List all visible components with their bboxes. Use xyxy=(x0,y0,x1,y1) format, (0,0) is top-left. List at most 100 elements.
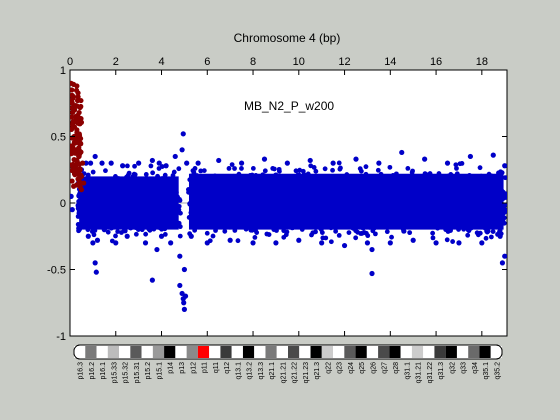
data-point xyxy=(179,290,185,297)
highlight-point xyxy=(78,97,84,104)
data-point xyxy=(261,156,268,162)
highlight-point xyxy=(70,143,75,149)
data-point xyxy=(307,157,313,164)
highlight-point xyxy=(76,161,83,167)
data-point xyxy=(433,240,439,246)
data-point xyxy=(92,153,98,160)
ideogram-band xyxy=(411,346,424,358)
highlight-point xyxy=(76,131,82,137)
x-tick-label: 14 xyxy=(384,56,396,68)
highlight-point xyxy=(70,178,75,184)
ideogram-band xyxy=(366,346,379,358)
ideogram-band-label: q12 xyxy=(224,362,231,374)
x-tick-label: 2 xyxy=(113,56,119,68)
data-point xyxy=(284,160,290,166)
data-point xyxy=(158,233,165,239)
ideogram-band xyxy=(321,346,334,358)
highlight-point xyxy=(70,106,76,112)
data-point xyxy=(70,207,75,213)
ideogram-band-label: p16.1 xyxy=(100,362,107,380)
ideogram-band-label: p11 xyxy=(202,362,209,373)
data-point xyxy=(181,266,187,273)
ideogram-band xyxy=(378,346,390,358)
x-tick-label: 6 xyxy=(204,56,210,68)
data-point xyxy=(163,163,169,169)
data-point xyxy=(296,237,302,243)
data-point xyxy=(181,306,187,312)
data-point xyxy=(369,246,375,253)
x-tick-label: 12 xyxy=(338,56,350,68)
data-point xyxy=(177,282,183,289)
ideogram-band-label: q26 xyxy=(370,362,377,374)
ideogram-band-label: q31.21 xyxy=(416,362,423,384)
ideogram-band xyxy=(456,346,469,358)
highlight-point xyxy=(77,148,83,154)
data-point xyxy=(273,240,279,246)
ideogram-band-label: p14 xyxy=(168,362,175,374)
ideogram-band xyxy=(299,346,311,358)
ideogram-band-label: q33 xyxy=(461,362,468,374)
data-point xyxy=(124,233,130,239)
highlight-point xyxy=(70,95,76,101)
ideogram-band xyxy=(400,346,412,358)
ideogram-band-label: p12 xyxy=(190,362,197,374)
data-point xyxy=(502,253,507,259)
data-point xyxy=(369,270,375,277)
highlight-point xyxy=(70,99,75,106)
ideogram-band-label: q13.1 xyxy=(235,362,242,380)
data-point xyxy=(85,233,91,239)
ideogram-band xyxy=(85,346,97,358)
ideogram-band-label: q31.3 xyxy=(438,362,445,380)
data-point xyxy=(456,240,462,246)
ideogram-band-label: q35.1 xyxy=(483,362,490,380)
ideogram-band xyxy=(130,346,142,358)
data-point xyxy=(172,153,178,160)
data-point xyxy=(364,240,371,246)
data-point xyxy=(188,233,194,239)
highlight-point xyxy=(70,162,75,168)
data-point xyxy=(353,156,359,162)
ideogram-band xyxy=(445,346,457,358)
chromosome-ideogram xyxy=(73,344,503,360)
ideogram-band-label: q32 xyxy=(449,362,456,374)
data-point xyxy=(204,240,210,246)
ideogram-band xyxy=(175,346,187,358)
ideogram-band-label: p15.1 xyxy=(156,362,163,380)
highlight-point xyxy=(73,115,79,121)
data-point xyxy=(319,240,325,246)
ideogram-band-label: q31.1 xyxy=(404,362,411,380)
data-point xyxy=(113,240,119,246)
data-point xyxy=(93,269,99,275)
ideogram-band-label: q21.3 xyxy=(314,362,321,380)
data-point xyxy=(227,237,233,243)
data-point xyxy=(154,246,160,253)
ideogram-band-label: q34 xyxy=(472,362,479,374)
ideogram-band-label: q13.3 xyxy=(258,362,265,380)
ideogram-band-label: p15.31 xyxy=(134,362,141,384)
highlight-point xyxy=(76,153,82,160)
ideogram-band-label: q21.22 xyxy=(292,362,299,384)
data-point xyxy=(490,152,496,158)
data-point xyxy=(70,193,74,199)
highlight-point xyxy=(73,87,80,93)
data-point xyxy=(195,160,201,166)
ideogram-band xyxy=(96,346,108,358)
ideogram-band-label: q23 xyxy=(337,362,344,374)
highlight-point xyxy=(78,141,84,147)
data-point xyxy=(108,160,114,166)
chart-title: Chromosome 4 (bp) xyxy=(234,31,341,45)
data-point xyxy=(499,260,506,266)
data-point xyxy=(101,227,107,233)
ideogram-band xyxy=(186,346,198,358)
highlight-point xyxy=(77,135,84,142)
data-point xyxy=(87,160,94,166)
ideogram-band-label: q24 xyxy=(348,362,355,374)
ideogram-band-label: p15.2 xyxy=(145,362,152,380)
highlight-point xyxy=(70,81,77,87)
y-tick-label: 0.5 xyxy=(51,132,66,144)
data-point xyxy=(410,237,416,243)
data-point xyxy=(76,227,82,233)
x-tick-label: 10 xyxy=(293,56,305,68)
highlight-point xyxy=(78,119,85,125)
data-point xyxy=(330,160,336,166)
